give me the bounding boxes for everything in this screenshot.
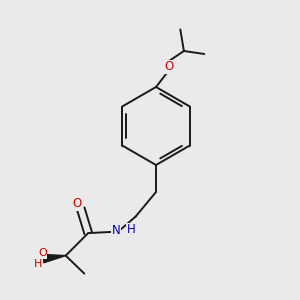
Text: N: N bbox=[111, 224, 120, 238]
Text: H: H bbox=[34, 259, 42, 269]
Text: O: O bbox=[73, 197, 82, 210]
Text: O: O bbox=[38, 248, 47, 258]
Text: H: H bbox=[127, 223, 136, 236]
Polygon shape bbox=[43, 254, 66, 263]
Text: O: O bbox=[164, 60, 173, 74]
